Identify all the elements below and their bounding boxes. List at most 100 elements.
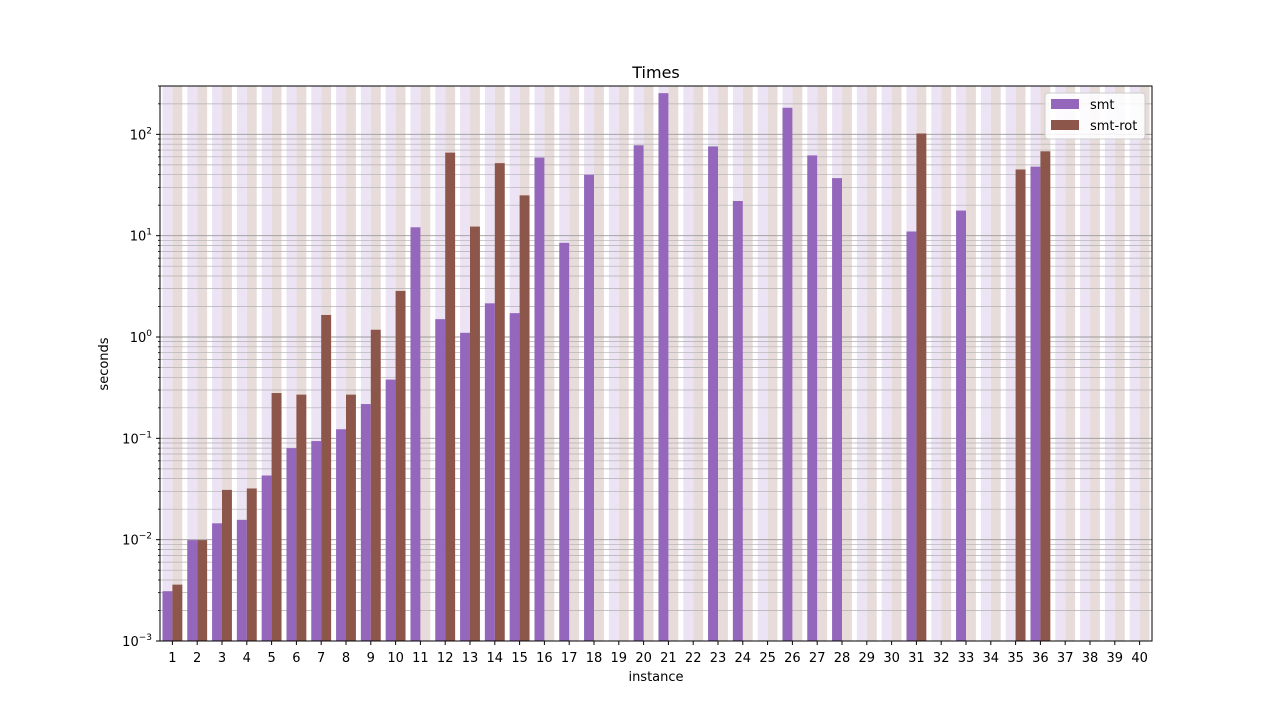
bar-smt-33 xyxy=(956,210,966,642)
background-band-smt-39 xyxy=(1104,86,1115,641)
bar-smt-rot-7 xyxy=(321,314,332,641)
background-band-smt-rot-33 xyxy=(966,86,976,641)
x-tick-label-8: 8 xyxy=(342,651,350,666)
bar-smt-28 xyxy=(832,178,842,641)
background-band-smt-2 xyxy=(187,86,198,641)
x-tick-label-5: 5 xyxy=(267,651,275,666)
legend-label-smt: smt xyxy=(1090,98,1115,113)
legend-swatch-smt-rot xyxy=(1051,120,1079,130)
background-band-smt-rot-16 xyxy=(544,86,555,641)
x-tick-label-17: 17 xyxy=(561,651,578,666)
x-tick-label-12: 12 xyxy=(437,651,454,666)
background-band-smt-40 xyxy=(1129,86,1140,641)
background-band-smt-rot-23 xyxy=(718,86,728,641)
background-band-smt-4 xyxy=(236,86,247,641)
bar-smt-10 xyxy=(385,379,396,641)
bar-smt-rot-4 xyxy=(246,488,257,641)
background-band-smt-rot-40 xyxy=(1139,86,1150,641)
background-band-smt-rot-20 xyxy=(643,86,654,641)
background-band-smt-rot-38 xyxy=(1090,86,1100,641)
bar-smt-6 xyxy=(286,448,297,641)
y-axis-label: seconds xyxy=(97,337,112,390)
x-tick-label-20: 20 xyxy=(635,651,652,666)
bar-smt-24 xyxy=(732,200,743,642)
bar-smt-1 xyxy=(162,591,173,641)
x-tick-label-16: 16 xyxy=(536,651,553,666)
x-tick-label-7: 7 xyxy=(317,651,325,666)
x-tick-label-13: 13 xyxy=(462,651,479,666)
background-band-smt-19 xyxy=(608,86,619,641)
x-tick-label-27: 27 xyxy=(809,651,826,666)
background-band-smt-rot-25 xyxy=(767,86,778,641)
x-tick-label-24: 24 xyxy=(735,651,752,666)
x-tick-label-39: 39 xyxy=(1107,651,1124,666)
bar-smt-15 xyxy=(509,313,520,641)
y-tick-label: 10−2 xyxy=(122,532,152,549)
x-tick-label-38: 38 xyxy=(1082,651,1099,666)
bar-smt-rot-15 xyxy=(519,195,530,642)
bar-smt-rot-2 xyxy=(197,540,208,641)
plot-frame xyxy=(159,85,1153,642)
x-tick-label-14: 14 xyxy=(487,651,504,666)
y-tick-label: 100 xyxy=(130,329,153,346)
bar-smt-7 xyxy=(311,441,322,641)
chart-title: Times xyxy=(631,63,680,82)
y-axis-ticks: 10−3 10−2 10−1 100 101 102 xyxy=(122,85,160,650)
background-band-smt-rot-19 xyxy=(618,86,629,641)
background-band-smt-rot-1 xyxy=(172,86,183,641)
x-tick-label-1: 1 xyxy=(168,651,176,666)
x-tick-label-23: 23 xyxy=(710,651,727,666)
background-band-smt-rot-27 xyxy=(817,86,828,641)
background-band-smt-rot-11 xyxy=(420,86,431,641)
background-band-smt-8 xyxy=(336,86,346,641)
background-band-smt-rot-32 xyxy=(941,86,952,641)
bar-smt-16 xyxy=(534,157,545,641)
bar-smt-rot-10 xyxy=(395,290,406,641)
bar-smt-12 xyxy=(435,319,446,641)
bar-smt-9 xyxy=(360,404,371,641)
background-band-smt-37 xyxy=(1055,86,1066,641)
x-tick-label-37: 37 xyxy=(1057,651,1074,666)
x-tick-label-9: 9 xyxy=(367,651,375,666)
background-band-smt-5 xyxy=(261,86,272,641)
bar-smt-21 xyxy=(658,93,669,641)
bar-smt-rot-14 xyxy=(494,163,505,641)
bar-smt-rot-31 xyxy=(916,133,927,641)
bar-smt-3 xyxy=(212,523,222,641)
bar-smt-13 xyxy=(460,332,470,641)
background-band-smt-rot-18 xyxy=(594,86,604,641)
x-tick-label-25: 25 xyxy=(759,651,776,666)
background-band-smt-34 xyxy=(980,86,991,641)
background-band-smt-rot-30 xyxy=(891,86,902,641)
background-band-smt-rot-2 xyxy=(197,86,208,641)
bar-smt-20 xyxy=(633,145,644,641)
background-band-smt-rot-3 xyxy=(222,86,232,641)
background-band-smt-rot-6 xyxy=(296,86,307,641)
background-band-smt-rot-17 xyxy=(569,86,580,641)
x-tick-label-40: 40 xyxy=(1131,651,1148,666)
bar-smt-rot-1 xyxy=(172,584,183,641)
bar-smt-rot-12 xyxy=(445,152,456,642)
background-band-smt-9 xyxy=(360,86,371,641)
background-band-smt-rot-28 xyxy=(842,86,852,641)
bar-smt-14 xyxy=(484,303,495,641)
background-band-smt-rot-26 xyxy=(792,86,803,641)
x-tick-label-26: 26 xyxy=(784,651,801,666)
bar-smt-rot-5 xyxy=(271,393,282,641)
background-band-smt-30 xyxy=(881,86,892,641)
background-band-smt-rot-22 xyxy=(693,86,704,641)
x-tick-label-2: 2 xyxy=(193,651,201,666)
x-tick-label-33: 33 xyxy=(958,651,975,666)
x-tick-label-29: 29 xyxy=(859,651,876,666)
background-band-smt-7 xyxy=(311,86,322,641)
y-tick-label: 10−1 xyxy=(122,430,152,447)
background-band-smt-rot-5 xyxy=(271,86,282,641)
bar-smt-rot-6 xyxy=(296,394,307,641)
x-tick-label-3: 3 xyxy=(218,651,226,666)
bar-smt-17 xyxy=(559,242,570,642)
legend: smt smt-rot xyxy=(1044,92,1146,140)
x-tick-label-35: 35 xyxy=(1007,651,1024,666)
legend-label-smt-rot: smt-rot xyxy=(1090,119,1137,134)
background-band-smt-1 xyxy=(162,86,173,641)
bar-smt-5 xyxy=(261,475,272,641)
